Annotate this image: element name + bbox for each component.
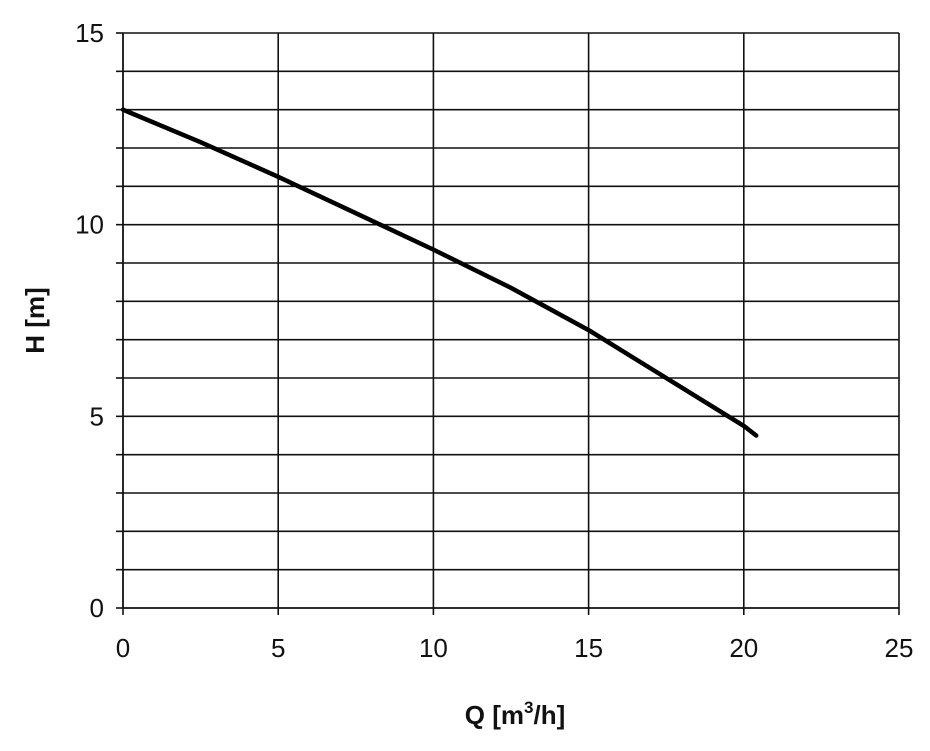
x-axis-title-superscript: 3 (524, 698, 533, 717)
x-axis-title-prefix: Q [m (465, 700, 524, 730)
y-axis-title: H [m] (20, 287, 50, 353)
x-tick-label: 15 (574, 633, 603, 663)
x-tick-labels: 0 5 10 15 20 25 (116, 633, 914, 663)
x-tick-label: 10 (419, 633, 448, 663)
x-tick-label: 0 (116, 633, 130, 663)
x-tick-label: 20 (729, 633, 758, 663)
y-tick-label: 0 (90, 593, 104, 623)
x-tick-label: 25 (885, 633, 914, 663)
series-group (120, 107, 759, 438)
y-tick-label: 5 (90, 401, 104, 431)
grid (123, 32, 900, 608)
y-tick-label: 15 (75, 18, 104, 48)
x-axis-title-suffix: /h] (533, 700, 565, 730)
axes (116, 32, 900, 615)
y-tick-labels: 0 5 10 15 (75, 18, 104, 623)
y-tick-label: 10 (75, 210, 104, 240)
x-tick-label: 5 (271, 633, 285, 663)
pump-curve-line (120, 107, 759, 438)
x-axis-title: Q [m3/h] (465, 698, 565, 730)
